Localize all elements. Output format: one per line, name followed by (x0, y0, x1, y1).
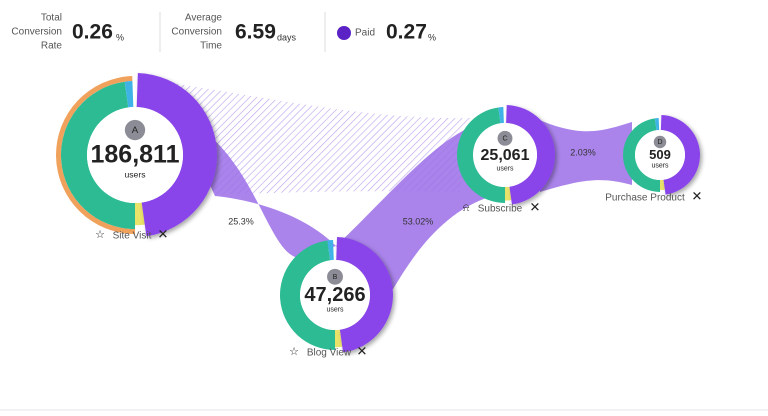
blue-segment (654, 118, 660, 131)
flow-label: 25.3% (228, 216, 254, 226)
stat-label: Rate (41, 41, 63, 52)
star-icon[interactable]: ☆ (95, 229, 105, 241)
node-badge (124, 119, 146, 141)
stat-value: 0.27 (386, 21, 427, 44)
node-unit: users (496, 165, 514, 172)
stat-unit: days (277, 32, 297, 42)
blue-segment (327, 240, 334, 261)
remove-icon[interactable]: ✕ (357, 343, 368, 358)
stat-label: Time (200, 41, 222, 52)
node-label: Purchase Product (605, 193, 685, 204)
stat-value: 0.26 (72, 21, 113, 44)
yellow-segment (660, 179, 665, 191)
node-center (87, 107, 183, 203)
stat-label: Average (185, 13, 223, 24)
node-center (473, 123, 537, 187)
paid-segment (336, 237, 393, 353)
node-label: Site Visit (113, 231, 152, 242)
node-badge (653, 135, 667, 149)
node-unit: users (326, 307, 344, 314)
teal-segment (456, 107, 505, 203)
node-badge (497, 130, 513, 146)
teal-segment (60, 81, 135, 230)
node-letter: B (333, 274, 338, 281)
flow (535, 118, 632, 192)
node-letter: C (502, 136, 507, 143)
node-letter: D (657, 139, 662, 146)
node-count: 509 (649, 147, 671, 162)
blue-segment (124, 81, 134, 108)
node-label: Blog View (307, 348, 352, 359)
nodes: A186,811usersB47,266usersC25,061usersD50… (55, 73, 700, 353)
yellow-segment (505, 186, 512, 201)
paid-segment (660, 115, 700, 195)
paid-dot (337, 26, 351, 40)
node-count: 25,061 (481, 147, 530, 164)
stat-label: Paid (355, 28, 375, 39)
remove-icon[interactable]: ✕ (158, 226, 169, 241)
stat-value: 6.59 (235, 21, 276, 44)
yellow-segment (135, 202, 145, 226)
blue-segment (498, 107, 504, 124)
node-count: 47,266 (304, 284, 365, 306)
paid-segment (136, 73, 217, 237)
node-letter: A (132, 125, 139, 136)
paid-segment (506, 105, 555, 205)
node-unit: users (124, 169, 145, 179)
bell-icon[interactable]: ⍾ (463, 203, 470, 214)
node-center (635, 130, 685, 180)
header: Total Conversion Rate 0.26 % Average Con… (11, 12, 436, 52)
node-label: Subscribe (478, 204, 523, 215)
star-icon[interactable]: ☆ (289, 346, 299, 358)
remove-icon[interactable]: ✕ (692, 188, 703, 203)
node-center (300, 260, 370, 330)
stat-label: Conversion (171, 27, 222, 38)
stat-unit: % (428, 32, 436, 42)
flow-label: 53.02% (403, 216, 434, 226)
remove-icon[interactable]: ✕ (530, 199, 541, 214)
flow-label: 2.03% (570, 147, 596, 157)
teal-segment (280, 240, 335, 350)
stat-label: Total (41, 13, 62, 24)
teal-segment (623, 118, 660, 192)
node-unit: users (651, 162, 669, 169)
stat-label: Conversion (11, 27, 62, 38)
node-badge (327, 268, 343, 285)
node-count: 186,811 (91, 141, 180, 169)
flow (178, 115, 336, 258)
stat-unit: % (116, 32, 124, 42)
yellow-segment (335, 329, 343, 348)
